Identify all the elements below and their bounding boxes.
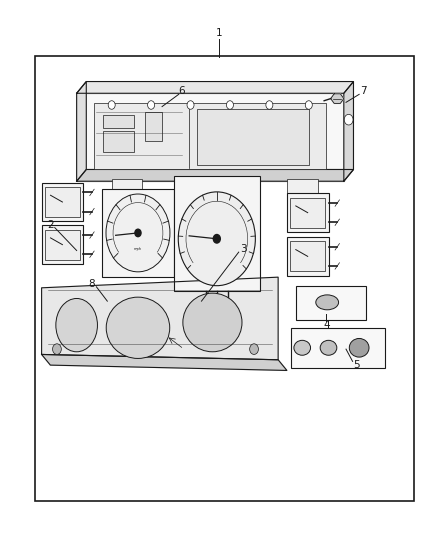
Bar — [45, 230, 80, 260]
Bar — [290, 241, 325, 271]
Bar — [42, 183, 83, 221]
Polygon shape — [331, 94, 344, 103]
Circle shape — [344, 114, 353, 125]
Ellipse shape — [350, 338, 369, 357]
Polygon shape — [42, 354, 287, 370]
Bar — [197, 109, 309, 165]
Bar — [42, 225, 83, 264]
Polygon shape — [344, 82, 353, 181]
Bar — [291, 328, 385, 368]
Text: 4: 4 — [323, 320, 330, 330]
Text: 1: 1 — [215, 28, 223, 38]
Text: 5: 5 — [353, 360, 360, 370]
Polygon shape — [42, 277, 278, 360]
Text: 2: 2 — [47, 220, 54, 230]
Bar — [45, 187, 80, 217]
Circle shape — [266, 101, 273, 109]
Ellipse shape — [183, 293, 242, 352]
Circle shape — [250, 344, 258, 354]
Bar — [112, 179, 142, 195]
Circle shape — [106, 194, 170, 272]
Bar — [287, 193, 328, 232]
Bar — [174, 176, 260, 291]
Bar — [102, 189, 174, 277]
Polygon shape — [77, 82, 86, 181]
Bar — [145, 112, 162, 141]
Circle shape — [213, 235, 220, 243]
Text: 6: 6 — [178, 86, 185, 95]
Ellipse shape — [316, 295, 339, 310]
Ellipse shape — [56, 298, 97, 352]
Circle shape — [305, 101, 312, 109]
Polygon shape — [77, 169, 353, 181]
Circle shape — [226, 101, 233, 109]
Bar — [103, 115, 134, 128]
Ellipse shape — [320, 341, 337, 355]
Ellipse shape — [294, 341, 311, 355]
Bar — [287, 237, 328, 276]
Text: 7: 7 — [360, 86, 367, 95]
Circle shape — [148, 101, 155, 109]
Polygon shape — [77, 82, 353, 93]
Bar — [94, 103, 326, 169]
Ellipse shape — [106, 297, 170, 358]
Bar — [35, 56, 414, 501]
Bar — [296, 286, 366, 320]
Text: 8: 8 — [88, 279, 95, 288]
Bar — [287, 179, 318, 195]
Text: 3: 3 — [240, 245, 247, 254]
Circle shape — [187, 101, 194, 109]
Circle shape — [178, 192, 255, 286]
Bar — [290, 198, 325, 228]
Text: mph: mph — [134, 247, 142, 252]
Bar — [103, 131, 134, 152]
Bar — [77, 93, 344, 181]
Circle shape — [53, 344, 61, 354]
Circle shape — [108, 101, 115, 109]
Circle shape — [135, 229, 141, 237]
